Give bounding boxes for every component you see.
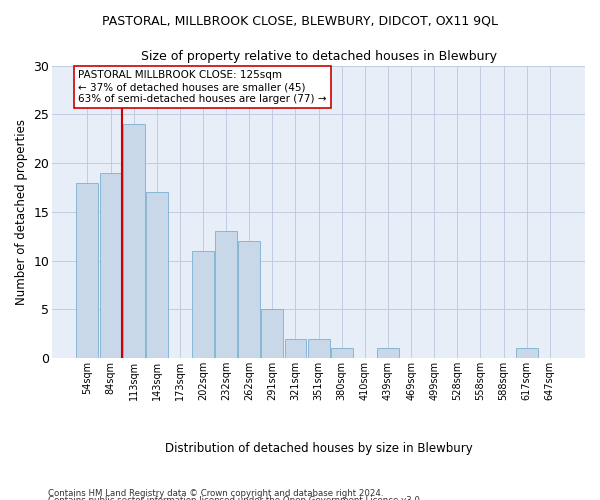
Bar: [331, 348, 353, 358]
Bar: [262, 310, 283, 358]
Bar: [215, 232, 237, 358]
Text: PASTORAL MILLBROOK CLOSE: 125sqm
← 37% of detached houses are smaller (45)
63% o: PASTORAL MILLBROOK CLOSE: 125sqm ← 37% o…: [78, 70, 326, 104]
X-axis label: Distribution of detached houses by size in Blewbury: Distribution of detached houses by size …: [165, 442, 472, 455]
Text: Contains HM Land Registry data © Crown copyright and database right 2024.: Contains HM Land Registry data © Crown c…: [48, 489, 383, 498]
Bar: [146, 192, 168, 358]
Bar: [100, 173, 122, 358]
Bar: [377, 348, 399, 358]
Bar: [122, 124, 145, 358]
Text: Contains public sector information licensed under the Open Government Licence v3: Contains public sector information licen…: [48, 496, 422, 500]
Bar: [515, 348, 538, 358]
Y-axis label: Number of detached properties: Number of detached properties: [15, 119, 28, 305]
Bar: [192, 251, 214, 358]
Bar: [284, 338, 307, 358]
Bar: [76, 182, 98, 358]
Bar: [238, 241, 260, 358]
Text: PASTORAL, MILLBROOK CLOSE, BLEWBURY, DIDCOT, OX11 9QL: PASTORAL, MILLBROOK CLOSE, BLEWBURY, DID…: [102, 15, 498, 28]
Title: Size of property relative to detached houses in Blewbury: Size of property relative to detached ho…: [140, 50, 497, 63]
Bar: [308, 338, 329, 358]
